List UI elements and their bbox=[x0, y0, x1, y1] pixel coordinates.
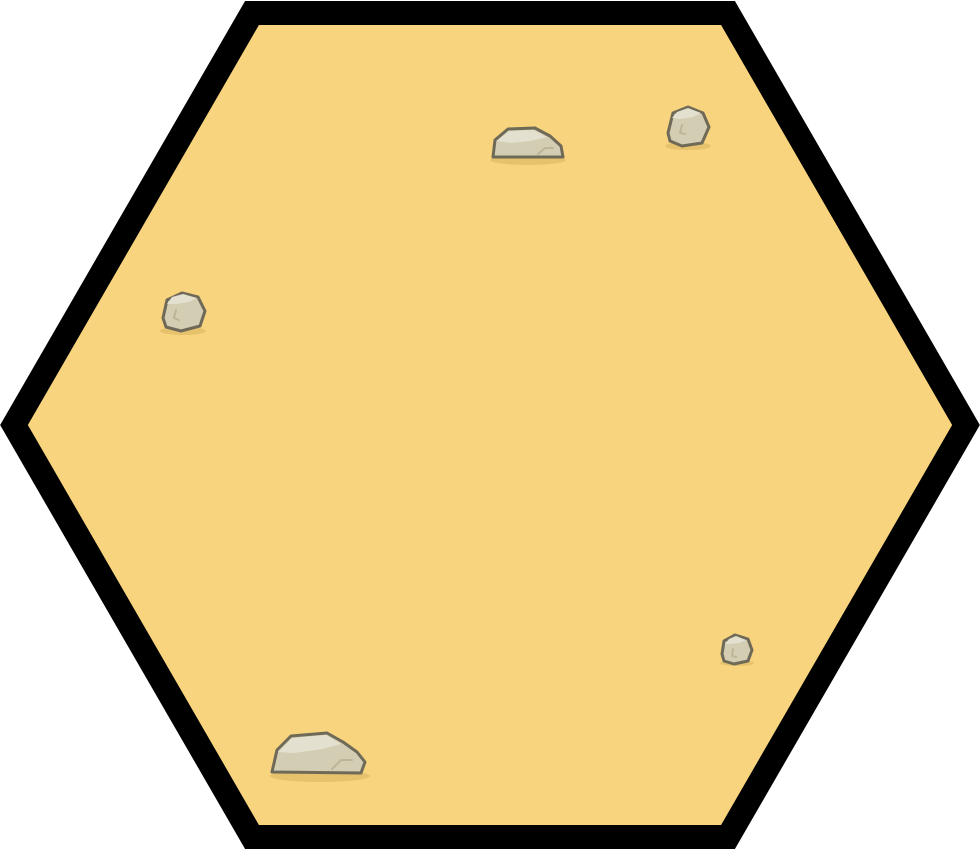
flat-boulder-icon bbox=[270, 731, 370, 782]
pebble-icon bbox=[665, 105, 711, 150]
small-pebble-icon bbox=[720, 633, 754, 666]
pebble-icon bbox=[160, 291, 207, 335]
flat-boulder-icon bbox=[490, 126, 566, 165]
